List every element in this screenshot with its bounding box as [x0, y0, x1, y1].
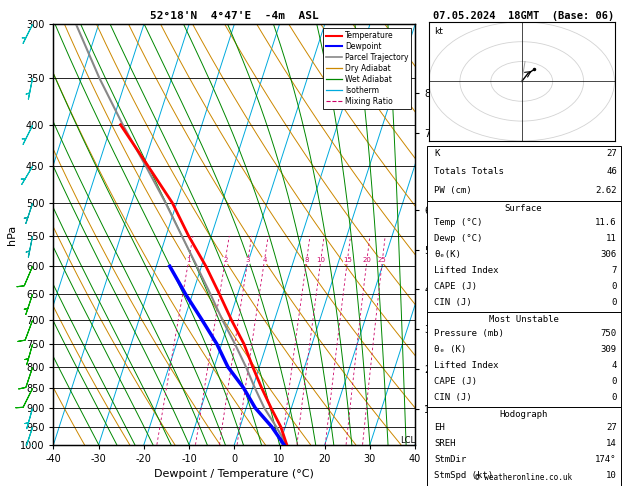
Text: 14: 14: [606, 439, 617, 449]
Bar: [426, 407, 621, 486]
Text: 306: 306: [601, 250, 617, 259]
Text: Dewp (°C): Dewp (°C): [435, 234, 483, 243]
Text: EH: EH: [435, 423, 445, 433]
Text: 07.05.2024  18GMT  (Base: 06): 07.05.2024 18GMT (Base: 06): [433, 11, 615, 21]
Text: 1: 1: [186, 258, 191, 263]
Text: 27: 27: [606, 423, 617, 433]
Text: 10: 10: [316, 258, 325, 263]
Text: 27: 27: [606, 149, 617, 158]
Y-axis label: hPa: hPa: [7, 225, 17, 244]
Text: Lifted Index: Lifted Index: [435, 266, 499, 275]
Text: 11.6: 11.6: [595, 218, 617, 227]
Text: Lifted Index: Lifted Index: [435, 361, 499, 370]
Text: 2: 2: [223, 258, 228, 263]
Text: CAPE (J): CAPE (J): [435, 377, 477, 386]
Legend: Temperature, Dewpoint, Parcel Trajectory, Dry Adiabat, Wet Adiabat, Isotherm, Mi: Temperature, Dewpoint, Parcel Trajectory…: [323, 28, 411, 109]
Text: 3: 3: [245, 258, 250, 263]
Text: θₑ (K): θₑ (K): [435, 345, 467, 354]
Text: 0: 0: [611, 282, 617, 291]
Text: 0: 0: [611, 377, 617, 386]
Text: CIN (J): CIN (J): [435, 298, 472, 307]
Bar: [426, 146, 621, 201]
Y-axis label: km
ASL: km ASL: [433, 226, 455, 243]
X-axis label: Dewpoint / Temperature (°C): Dewpoint / Temperature (°C): [154, 469, 314, 479]
Text: LCL: LCL: [400, 435, 415, 445]
Text: 0: 0: [611, 298, 617, 307]
Text: 8: 8: [304, 258, 309, 263]
Text: Most Unstable: Most Unstable: [489, 315, 559, 324]
Text: CIN (J): CIN (J): [435, 393, 472, 402]
Text: 2.62: 2.62: [595, 186, 617, 195]
Text: PW (cm): PW (cm): [435, 186, 472, 195]
Text: θₑ(K): θₑ(K): [435, 250, 461, 259]
Text: StmSpd (kt): StmSpd (kt): [435, 471, 494, 481]
Text: StmDir: StmDir: [435, 455, 467, 465]
Text: 174°: 174°: [595, 455, 617, 465]
Text: 309: 309: [601, 345, 617, 354]
Bar: [426, 312, 621, 407]
Text: 4: 4: [262, 258, 267, 263]
Text: 46: 46: [606, 167, 617, 176]
Text: 4: 4: [611, 361, 617, 370]
Text: Pressure (mb): Pressure (mb): [435, 329, 504, 338]
Text: 15: 15: [343, 258, 352, 263]
Text: CAPE (J): CAPE (J): [435, 282, 477, 291]
Text: K: K: [435, 149, 440, 158]
Text: 25: 25: [378, 258, 387, 263]
Text: © weatheronline.co.uk: © weatheronline.co.uk: [475, 473, 572, 482]
Text: Temp (°C): Temp (°C): [435, 218, 483, 227]
Text: Surface: Surface: [505, 204, 542, 213]
Text: 11: 11: [606, 234, 617, 243]
Bar: [426, 201, 621, 312]
Text: 750: 750: [601, 329, 617, 338]
Text: Totals Totals: Totals Totals: [435, 167, 504, 176]
Text: kt: kt: [435, 27, 443, 35]
Title: 52°18'N  4°47'E  -4m  ASL: 52°18'N 4°47'E -4m ASL: [150, 11, 319, 21]
Text: Hodograph: Hodograph: [499, 410, 548, 419]
Text: 0: 0: [611, 393, 617, 402]
Text: Mixing Ratio (g/kg): Mixing Ratio (g/kg): [481, 195, 489, 274]
Text: SREH: SREH: [435, 439, 456, 449]
Text: 10: 10: [606, 471, 617, 481]
Text: 20: 20: [362, 258, 371, 263]
Text: 7: 7: [611, 266, 617, 275]
